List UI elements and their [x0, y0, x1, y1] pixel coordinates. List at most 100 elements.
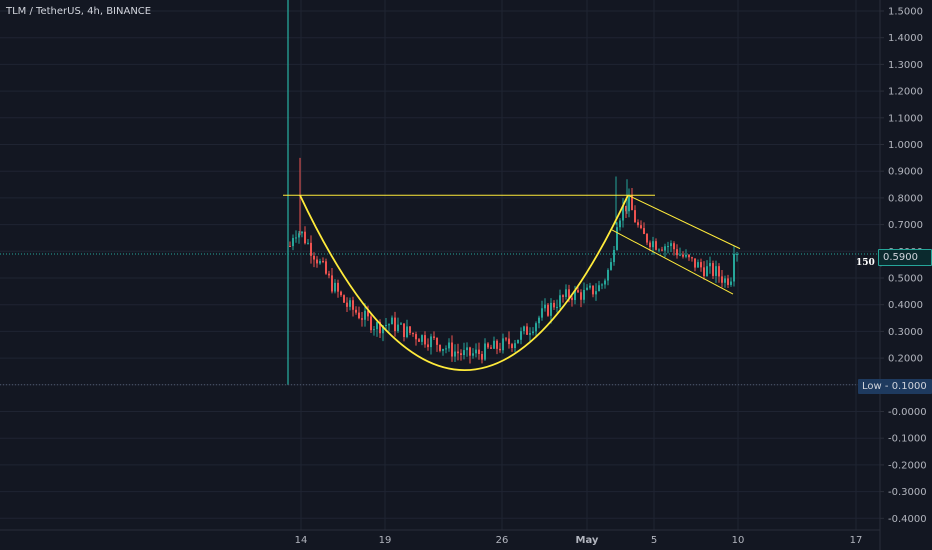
candle-body	[466, 347, 468, 351]
price-tick-label: -0.2000	[888, 460, 927, 471]
candle-body	[526, 326, 528, 335]
candle-body	[550, 302, 552, 316]
candle-body	[313, 255, 315, 260]
price-tick-label: 1.0000	[888, 140, 923, 151]
candle-body	[358, 312, 360, 319]
candle-body	[493, 340, 495, 349]
candle-body	[715, 266, 717, 276]
time-tick-label: 19	[379, 535, 392, 546]
candle-body	[586, 287, 588, 290]
candle-body	[691, 257, 693, 259]
candle-body	[376, 322, 378, 330]
time-tick-label: 10	[732, 535, 745, 546]
candle-body	[484, 343, 486, 360]
candle-body	[721, 276, 723, 283]
candle-body	[373, 329, 375, 331]
candle-body	[289, 245, 291, 247]
candle-body	[490, 347, 492, 349]
price-tick-label: -0.1000	[888, 434, 927, 445]
candle-body	[643, 228, 645, 234]
candle-body	[328, 273, 330, 276]
candle-body	[724, 278, 726, 283]
candle-body	[736, 253, 738, 255]
candle-body	[523, 326, 525, 332]
candle-body	[562, 295, 564, 297]
low-label: Low	[862, 381, 882, 392]
candle-body	[538, 317, 540, 324]
price-tick-label: -0.4000	[888, 514, 927, 525]
candle-body	[460, 353, 462, 356]
candle-body	[385, 324, 387, 326]
candle-body	[637, 222, 639, 226]
candle-body	[673, 243, 675, 250]
candle-body	[415, 334, 417, 340]
candle-body	[622, 205, 624, 221]
candle-body	[361, 318, 363, 320]
candle-body	[718, 266, 720, 277]
candle-body	[556, 306, 558, 308]
candle-body	[322, 261, 324, 263]
candle-body	[424, 335, 426, 345]
candle-body	[316, 259, 318, 264]
price-tick-label: 0.9000	[888, 167, 923, 178]
candle-body	[346, 302, 348, 307]
candle-body	[448, 342, 450, 349]
candle-body	[667, 246, 669, 248]
price-tick-label: 1.2000	[888, 87, 923, 98]
candle-body	[472, 353, 474, 356]
candle-body	[487, 343, 489, 348]
price-tick-label: -0.3000	[888, 487, 927, 498]
candle-body	[349, 300, 351, 307]
candle-body	[436, 337, 438, 345]
candle-body	[463, 350, 465, 356]
candle-body	[427, 344, 429, 348]
candle-body	[391, 317, 393, 325]
candle-body	[298, 233, 300, 238]
candle-body	[400, 323, 402, 325]
candle-body	[631, 195, 633, 211]
candle-body	[577, 290, 579, 293]
candle-body	[454, 351, 456, 357]
candle-body	[571, 297, 573, 301]
candle-body	[355, 309, 357, 313]
candle-body	[592, 285, 594, 295]
candle-body	[394, 317, 396, 332]
candle-body	[544, 304, 546, 309]
candle-body	[568, 289, 570, 298]
candle-body	[304, 231, 306, 244]
candle-body	[706, 266, 708, 277]
cup-curve	[299, 194, 629, 371]
candle-body	[502, 338, 504, 351]
time-tick-label: May	[576, 535, 599, 546]
candle-body	[616, 227, 618, 250]
candle-body	[430, 336, 432, 348]
time-tick-label: 5	[651, 535, 657, 546]
candle-body	[481, 354, 483, 360]
price-tick-label: 1.5000	[888, 7, 923, 18]
candle-body	[433, 336, 435, 338]
candle-body	[580, 292, 582, 300]
candle-body	[628, 195, 630, 212]
candle-body	[439, 344, 441, 351]
candle-body	[682, 254, 684, 257]
candle-body	[514, 343, 516, 349]
current-price-value: 0.5900	[883, 252, 918, 263]
candle-body	[649, 242, 651, 248]
amount-label: 150 $	[856, 258, 885, 268]
candle-body	[595, 291, 597, 295]
candle-body	[664, 246, 666, 251]
candle-body	[694, 258, 696, 268]
time-tick-label: 26	[496, 535, 509, 546]
candle-body	[604, 280, 606, 285]
candle-body	[409, 326, 411, 333]
candle-body	[607, 269, 609, 281]
candle-body	[334, 282, 336, 292]
candle-body	[574, 290, 576, 301]
candle-body	[508, 338, 510, 345]
price-tick-label: 0.2000	[888, 354, 923, 365]
candle-body	[337, 282, 339, 292]
handle-channel-top	[627, 194, 741, 250]
candle-body	[457, 351, 459, 354]
candle-body	[730, 281, 732, 285]
